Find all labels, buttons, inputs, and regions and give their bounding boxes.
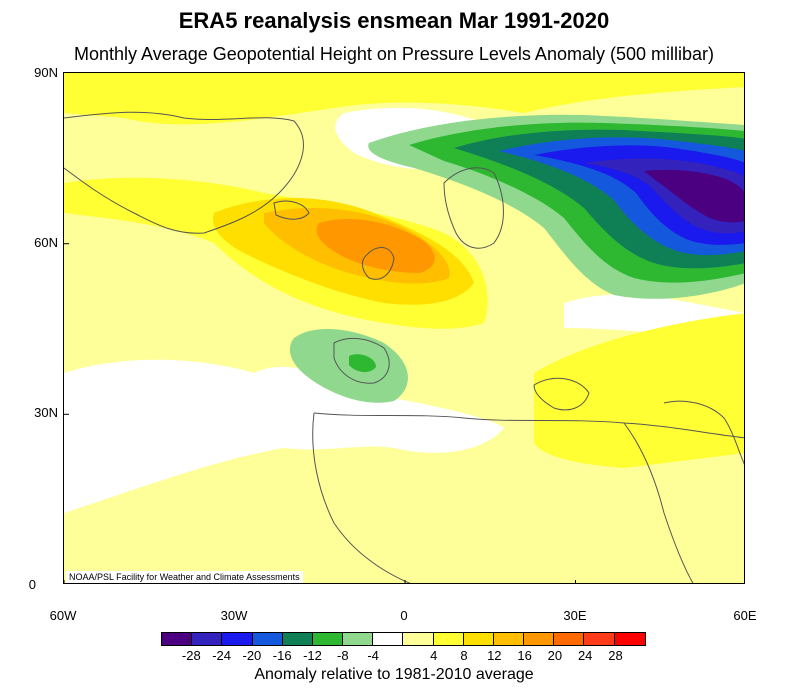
colorbar-swatch — [554, 633, 585, 645]
lat-label-0: 0 — [28, 577, 36, 592]
colorbar-swatch — [584, 633, 615, 645]
colorbar-swatch — [433, 633, 464, 645]
colorbar-tick-label: 28 — [608, 648, 623, 663]
colorbar-caption: Anomaly relative to 1981-2010 average — [254, 666, 534, 683]
anomaly-fill-8-12-east — [534, 313, 744, 468]
colorbar-swatch — [343, 633, 374, 645]
anomaly-fill-8-12-north — [64, 73, 744, 125]
colorbar-swatch — [192, 633, 223, 645]
lon-label-30w: 30W — [220, 608, 248, 623]
colorbar-swatch — [373, 633, 404, 645]
colorbar-tick-label: -28 — [181, 648, 201, 663]
colorbar-swatch — [282, 633, 313, 645]
colorbar-tick-label: -24 — [212, 648, 231, 663]
lat-label-30n: 30N — [34, 405, 58, 420]
colorbar-swatch — [252, 633, 283, 645]
lon-label-60e: 60E — [733, 608, 757, 623]
lon-label-0: 0 — [400, 608, 408, 623]
colorbar-swatch — [493, 633, 525, 645]
colorbar-tick-label: -20 — [242, 648, 262, 663]
lon-label-30e: 30E — [563, 608, 587, 623]
colorbar-swatch — [162, 633, 193, 645]
colorbar — [161, 632, 646, 646]
credit-label: NOAA/PSL Facility for Weather and Climat… — [66, 571, 303, 583]
chart-title: ERA5 reanalysis ensmean Mar 1991-2020 — [178, 8, 610, 33]
lat-label-90n: 90N — [34, 65, 58, 80]
lon-label-60w: 60W — [49, 608, 77, 623]
chart-subtitle: Monthly Average Geopotential Height on P… — [73, 44, 714, 64]
colorbar-swatch — [312, 633, 344, 645]
colorbar-tick-label: 12 — [487, 648, 502, 663]
colorbar-tick-label: -16 — [272, 648, 292, 663]
coastlines — [64, 111, 744, 583]
colorbar-tick-label: 24 — [577, 648, 593, 663]
anomaly-map — [63, 72, 745, 584]
colorbar-tick-label: -8 — [337, 648, 349, 663]
colorbar-swatch — [222, 633, 253, 645]
colorbar-swatch — [403, 633, 434, 645]
colorbar-tick-label: 8 — [460, 648, 468, 663]
colorbar-tick-label: -4 — [367, 648, 379, 663]
colorbar-swatch — [463, 633, 494, 645]
colorbar-swatch — [524, 633, 555, 645]
anomaly-fill-minus8-minus12-iberia — [349, 354, 376, 373]
lat-label-60n: 60N — [34, 235, 58, 250]
colorbar-tick-label: -12 — [303, 648, 322, 663]
anomaly-fill-minus28-core — [644, 169, 744, 223]
colorbar-tick-label: 16 — [517, 648, 532, 663]
colorbar-tick-label: 20 — [547, 648, 563, 663]
colorbar-swatch — [614, 633, 645, 645]
colorbar-tick-label: 4 — [430, 648, 438, 663]
anomaly-fill-20-24 — [316, 219, 435, 273]
anomaly-fill-minus4-minus8-iberia — [289, 328, 408, 403]
anomaly-map-svg — [64, 73, 744, 583]
anomaly-fill-near-zero — [64, 359, 504, 513]
